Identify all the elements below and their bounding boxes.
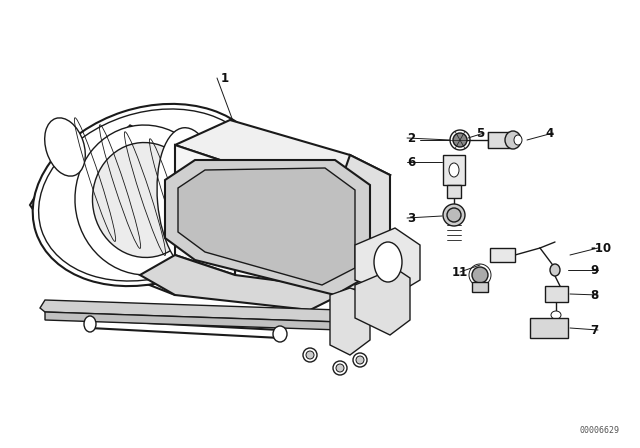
Polygon shape [165, 160, 370, 295]
Text: 11: 11 [452, 266, 468, 279]
Text: 1: 1 [221, 72, 229, 85]
Ellipse shape [333, 361, 347, 375]
Text: 7: 7 [590, 323, 598, 336]
Polygon shape [175, 145, 235, 275]
Polygon shape [45, 305, 395, 330]
Ellipse shape [449, 163, 459, 177]
Text: -10: -10 [590, 241, 611, 254]
Text: 9: 9 [590, 263, 598, 276]
Ellipse shape [472, 267, 488, 283]
Ellipse shape [75, 125, 215, 275]
Polygon shape [443, 155, 465, 185]
Polygon shape [178, 168, 355, 285]
Ellipse shape [374, 242, 402, 282]
Ellipse shape [45, 118, 85, 176]
Text: 3: 3 [407, 211, 415, 224]
Text: 2: 2 [407, 132, 415, 145]
Ellipse shape [157, 128, 223, 272]
Polygon shape [30, 110, 235, 295]
Ellipse shape [447, 208, 461, 222]
Ellipse shape [38, 109, 261, 281]
Polygon shape [488, 132, 510, 148]
Polygon shape [355, 268, 410, 335]
Polygon shape [140, 255, 350, 310]
Polygon shape [310, 155, 390, 290]
Ellipse shape [551, 311, 561, 319]
Polygon shape [40, 295, 395, 322]
Ellipse shape [443, 204, 465, 226]
Text: 5: 5 [476, 126, 484, 139]
Polygon shape [355, 228, 420, 295]
Polygon shape [530, 318, 568, 338]
Ellipse shape [550, 264, 560, 276]
Ellipse shape [33, 104, 268, 286]
Ellipse shape [273, 326, 287, 342]
Polygon shape [545, 286, 568, 302]
Text: 6: 6 [407, 155, 415, 168]
Ellipse shape [303, 348, 317, 362]
Ellipse shape [306, 351, 314, 359]
Polygon shape [472, 282, 488, 292]
Polygon shape [447, 185, 461, 198]
Ellipse shape [514, 135, 522, 145]
Ellipse shape [356, 356, 364, 364]
Polygon shape [90, 125, 225, 265]
Ellipse shape [353, 353, 367, 367]
Ellipse shape [92, 142, 198, 258]
Polygon shape [175, 120, 390, 200]
Polygon shape [490, 248, 515, 262]
Text: 8: 8 [590, 289, 598, 302]
Ellipse shape [84, 316, 96, 332]
Text: 4: 4 [545, 126, 553, 139]
Ellipse shape [336, 364, 344, 372]
Text: 00006629: 00006629 [580, 426, 620, 435]
Ellipse shape [505, 131, 521, 149]
Polygon shape [330, 288, 370, 355]
Ellipse shape [453, 133, 467, 147]
